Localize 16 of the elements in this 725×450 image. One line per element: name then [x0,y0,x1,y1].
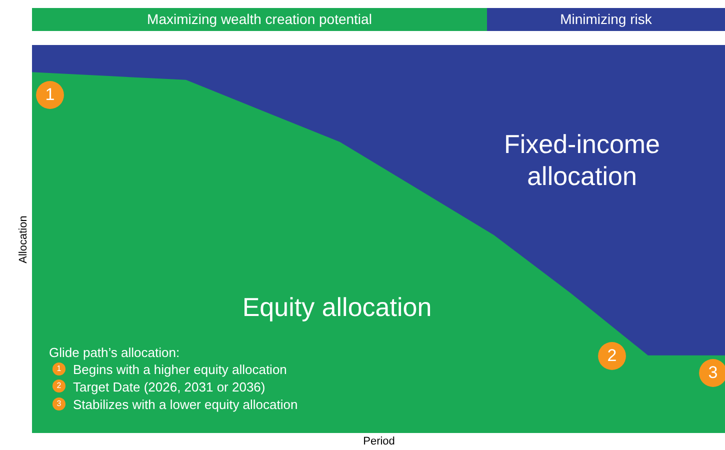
text: 2 [56,381,62,390]
annotation: Glide path’s allocation: [49,345,180,360]
annotation: Target Date (2026, 2031 or 2036) [73,380,266,394]
series-label: Equity allocation [242,292,432,322]
x-axis-title: Period [363,436,395,448]
text: 1 [56,364,62,373]
annotation: 1 [45,85,55,104]
annotation: Stabilizes with a lower equity allocation [73,397,298,412]
annotation: 3 [708,363,718,382]
annotation: Begins with a higher equity allocation [73,362,287,377]
text: Minimizing risk [487,8,725,31]
text: 3 [56,399,62,408]
series-label: Fixed-income allocation [504,129,660,191]
text: Maximizing wealth creation potential [32,8,487,31]
y-axis-title: Allocation [18,216,30,264]
annotation: 2 [607,346,617,365]
